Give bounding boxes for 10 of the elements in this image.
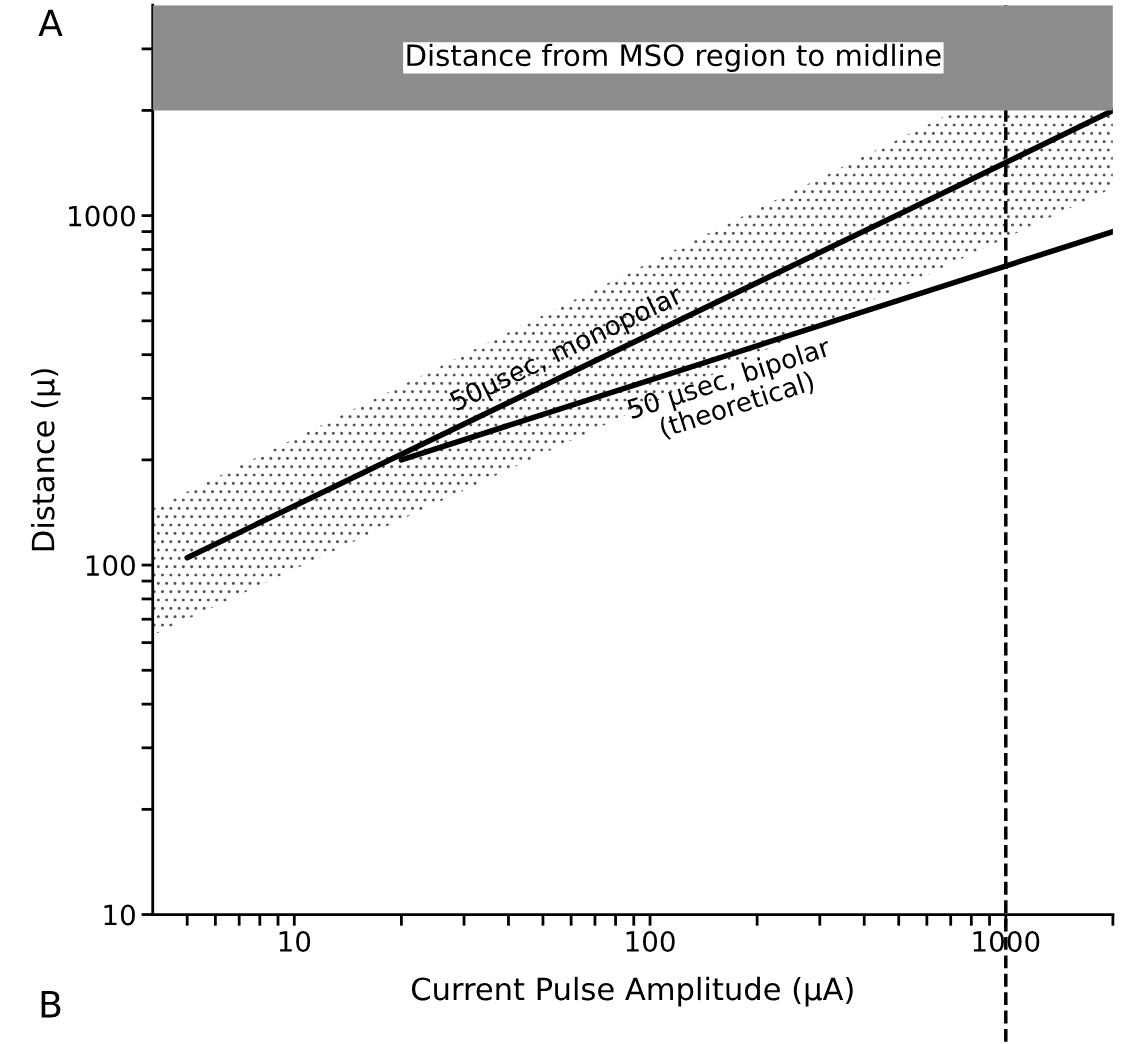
y-axis-title: Distance (µ) bbox=[30, 369, 61, 551]
y-tick-label: 10 bbox=[104, 904, 135, 926]
band-label: Distance from MSO region to midline bbox=[407, 43, 941, 72]
y-tick-label: 100 bbox=[86, 555, 135, 577]
x-tick-label: 100 bbox=[626, 931, 675, 953]
x-tick-label: 10 bbox=[279, 931, 311, 953]
text: B bbox=[41, 991, 61, 1018]
x-axis-title: Current Pulse Amplitude (µA) bbox=[411, 976, 853, 1007]
y-tick-label: 1000 bbox=[69, 205, 135, 227]
text: A bbox=[38, 9, 63, 37]
